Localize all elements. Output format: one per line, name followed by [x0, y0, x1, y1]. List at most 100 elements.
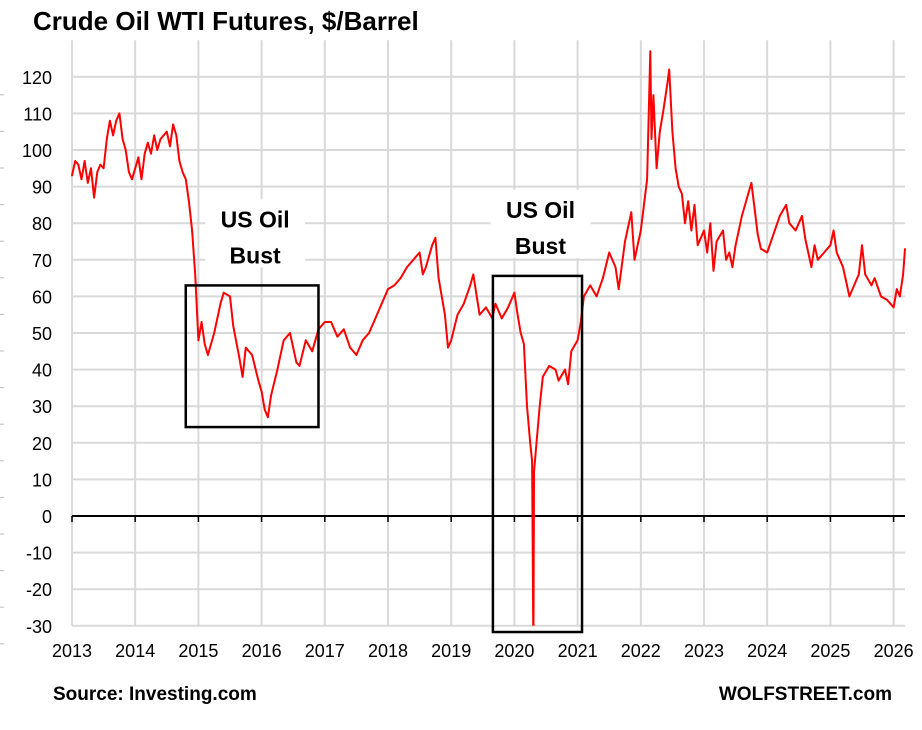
data-point: [709, 222, 712, 224]
x-tick-label: 2026: [874, 641, 914, 661]
data-point: [87, 182, 89, 184]
data-point: [570, 350, 573, 353]
data-point: [197, 339, 200, 342]
x-tick-label: 2015: [178, 641, 218, 661]
data-point: [658, 130, 661, 133]
y-tick-label: 0: [42, 507, 52, 527]
data-point: [687, 200, 689, 203]
data-point: [904, 248, 906, 250]
data-point: [674, 167, 677, 170]
data-point: [143, 152, 146, 155]
data-point: [624, 240, 626, 243]
data-point: [251, 354, 253, 356]
data-point: [750, 182, 753, 184]
data-point: [662, 112, 664, 115]
data-point: [175, 134, 178, 137]
y-tick-label: -30: [26, 617, 52, 637]
data-point: [137, 156, 140, 159]
data-point: [858, 273, 860, 276]
data-point: [311, 350, 313, 353]
data-point: [533, 471, 535, 473]
y-tick-label: 10: [32, 470, 52, 490]
data-point: [666, 83, 669, 85]
data-point: [324, 321, 326, 323]
data-point: [655, 167, 658, 170]
x-tick-label: 2018: [368, 641, 408, 661]
data-point: [99, 163, 102, 166]
y-tick-label: -10: [26, 544, 52, 564]
data-point: [124, 149, 127, 151]
data-point: [766, 251, 768, 254]
data-point: [276, 368, 279, 371]
data-point: [105, 138, 108, 140]
data-point: [646, 178, 648, 181]
data-point: [178, 160, 181, 162]
data-point: [131, 178, 133, 181]
data-point: [222, 291, 225, 294]
data-point: [437, 277, 440, 279]
data-point: [80, 178, 83, 181]
data-point: [213, 332, 215, 334]
data-point: [118, 112, 121, 115]
annotation-label-line1: US Oil: [221, 206, 290, 232]
data-point: [725, 259, 727, 261]
data-point: [873, 277, 876, 279]
data-point: [83, 160, 86, 162]
data-point: [895, 288, 898, 290]
data-point: [349, 346, 351, 349]
data-point: [848, 295, 851, 298]
data-point: [684, 222, 686, 224]
data-point: [671, 130, 674, 133]
data-point: [169, 145, 171, 148]
data-point: [788, 222, 791, 224]
data-point: [880, 295, 882, 298]
x-tick-label: 2014: [115, 641, 155, 661]
data-point: [172, 123, 174, 126]
data-point: [602, 277, 604, 279]
data-point: [779, 215, 781, 217]
data-point: [567, 383, 569, 386]
data-point: [472, 273, 475, 276]
annotation-box: [184, 284, 320, 429]
data-point: [832, 229, 835, 232]
x-tick-label: 2024: [747, 641, 787, 661]
data-point: [801, 215, 803, 217]
data-point: [77, 163, 80, 166]
data-point: [772, 233, 775, 235]
data-point: [194, 273, 197, 276]
data-point: [368, 332, 370, 334]
data-point: [816, 259, 819, 261]
data-point: [112, 134, 114, 137]
data-point: [494, 302, 497, 305]
data-point: [184, 178, 187, 181]
data-point: [200, 321, 203, 323]
data-point: [425, 266, 427, 268]
data-point: [650, 138, 653, 140]
data-point: [703, 229, 705, 232]
data-point: [829, 244, 832, 246]
data-point: [583, 295, 585, 298]
data-point: [241, 376, 244, 378]
data-point: [892, 306, 895, 309]
brand-label: WOLFSTREET.com: [718, 684, 892, 705]
data-point: [450, 339, 453, 342]
data-point: [342, 328, 345, 331]
y-tick-label: 60: [32, 287, 52, 307]
data-point: [760, 248, 762, 250]
data-point: [870, 284, 873, 287]
data-point: [608, 251, 610, 254]
annotation-label-line2: Bust: [230, 242, 281, 268]
data-point: [71, 174, 73, 177]
data-point: [260, 390, 263, 393]
x-tick-label: 2019: [431, 641, 471, 661]
data-point: [531, 460, 533, 462]
x-tick-label: 2022: [621, 641, 661, 661]
data-point: [835, 251, 838, 254]
data-point: [153, 134, 155, 137]
data-point: [519, 332, 522, 334]
data-point: [267, 416, 269, 418]
data-point: [229, 295, 231, 298]
data-point: [150, 152, 152, 155]
data-point: [728, 251, 731, 254]
data-point: [861, 244, 863, 246]
